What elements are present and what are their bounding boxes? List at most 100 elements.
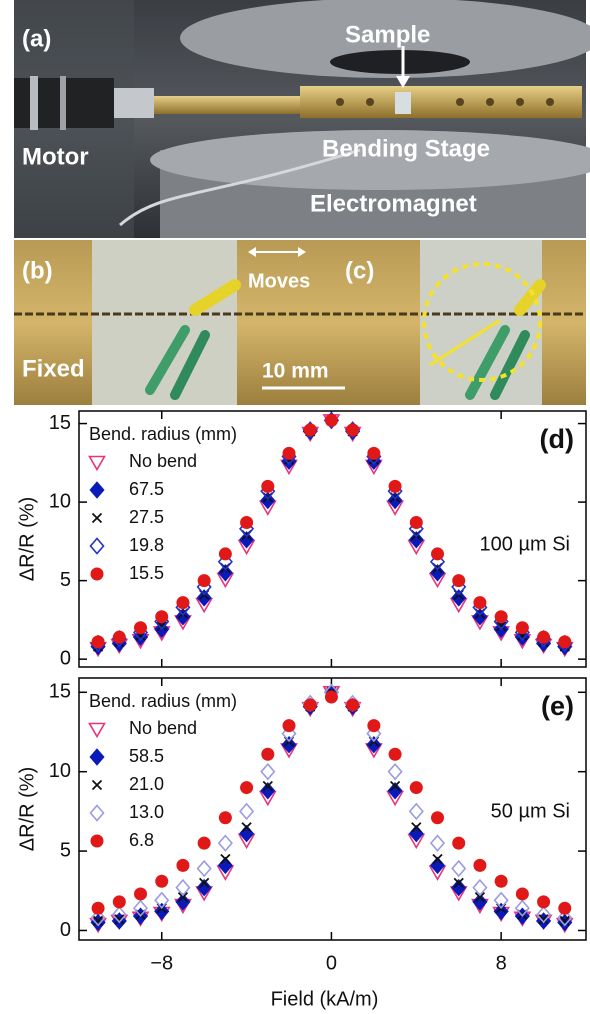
data-point (132, 899, 149, 917)
data-point (387, 782, 403, 800)
photo-label: Moves (248, 270, 310, 292)
data-point (515, 621, 529, 635)
data-point (156, 621, 167, 632)
data-point (261, 479, 275, 493)
data-point (112, 895, 126, 909)
data-point (218, 811, 232, 825)
photo-label: 10 mm (262, 360, 329, 383)
data-point (260, 762, 276, 781)
legend-marker (89, 537, 105, 555)
data-point (496, 621, 507, 632)
data-point (408, 531, 424, 549)
plot-frame (78, 677, 587, 941)
data-point (154, 891, 170, 910)
data-point (536, 905, 552, 924)
data-point (367, 719, 381, 733)
data-point (472, 608, 488, 626)
data-point (451, 878, 467, 897)
data-point (515, 887, 529, 901)
data-point (452, 836, 466, 850)
data-point (196, 878, 212, 897)
data-point (196, 859, 212, 878)
plot-frame (78, 410, 587, 668)
legend-title: Bend. radius (mm) (89, 691, 237, 711)
data-point (559, 915, 570, 927)
data-point (409, 516, 423, 530)
data-point (281, 724, 297, 743)
photo-bc: (b) Fixed Moves (c) 10 mm (14, 240, 586, 405)
data-point (91, 635, 105, 649)
y-tick-label: 15 (49, 681, 71, 703)
data-point (408, 802, 424, 821)
data-point (217, 834, 233, 852)
data-point (134, 887, 148, 901)
data-point (196, 589, 212, 607)
panel-label: (d) (540, 424, 574, 454)
data-point (176, 858, 190, 872)
data-point (367, 446, 381, 460)
legend-marker (89, 748, 105, 766)
data-point (473, 596, 487, 610)
x-axis-label: Field (kA/m) (271, 988, 379, 1010)
data-point (494, 610, 508, 624)
x-tick-label: 8 (496, 952, 507, 974)
data-point (451, 589, 467, 607)
plot: 0 5 10 15 −8 0 8 Bend. radius (mm) No bend 58.5 21… (16, 677, 587, 1010)
data-point (431, 811, 445, 825)
data-point (175, 608, 191, 626)
data-point (389, 780, 401, 792)
legend-marker (89, 481, 105, 499)
data-point (429, 564, 446, 582)
legend-label: No bend (129, 718, 197, 738)
data-point (346, 423, 360, 437)
legend-marker (90, 567, 104, 581)
data-point (366, 735, 382, 754)
legend-label: 58.5 (129, 746, 164, 766)
plot: 0 5 10 15 Bend. radius (mm) No bend 67.5 27.5 19… (16, 410, 587, 669)
panel-label: (e) (541, 691, 574, 721)
data-point (155, 874, 169, 888)
photo-label: Fixed (22, 355, 85, 382)
data-point (239, 531, 255, 549)
data-point (472, 893, 488, 911)
data-point (409, 781, 423, 795)
data-point (261, 747, 275, 761)
data-point (538, 914, 549, 925)
y-tick-label: 10 (49, 490, 71, 512)
data-point (346, 698, 360, 712)
data-point (241, 822, 252, 833)
panel-label: (b) (22, 257, 53, 284)
data-point (112, 630, 126, 644)
data-point (431, 547, 445, 561)
annotation: 100 µm Si (480, 533, 570, 555)
legend-marker (91, 779, 103, 791)
data-point (199, 877, 210, 888)
data-point (218, 547, 232, 561)
data-point (177, 891, 189, 903)
data-point (111, 905, 127, 924)
y-tick-label: 0 (60, 919, 71, 941)
legend-label: 27.5 (129, 507, 164, 527)
legend-label: 67.5 (129, 479, 164, 499)
data-point (451, 859, 467, 878)
data-point (429, 553, 446, 571)
data-point (493, 891, 509, 910)
data-point (91, 901, 105, 915)
data-point (303, 698, 317, 712)
data-point (154, 902, 170, 921)
data-point (429, 834, 446, 852)
data-point (220, 853, 231, 865)
y-tick-label: 0 (60, 647, 71, 669)
y-tick-label: 5 (60, 839, 71, 861)
data-point (260, 782, 276, 800)
x-tick-label: 0 (326, 952, 337, 974)
data-point (537, 895, 551, 909)
legend-label: 19.8 (129, 535, 164, 555)
data-point (324, 690, 338, 704)
data-point (197, 574, 211, 588)
data-point (324, 413, 338, 427)
data-point (366, 724, 382, 743)
photo-label: Electromagnet (310, 190, 477, 217)
data-point (432, 853, 443, 865)
legend-title: Bend. radius (mm) (89, 424, 237, 444)
